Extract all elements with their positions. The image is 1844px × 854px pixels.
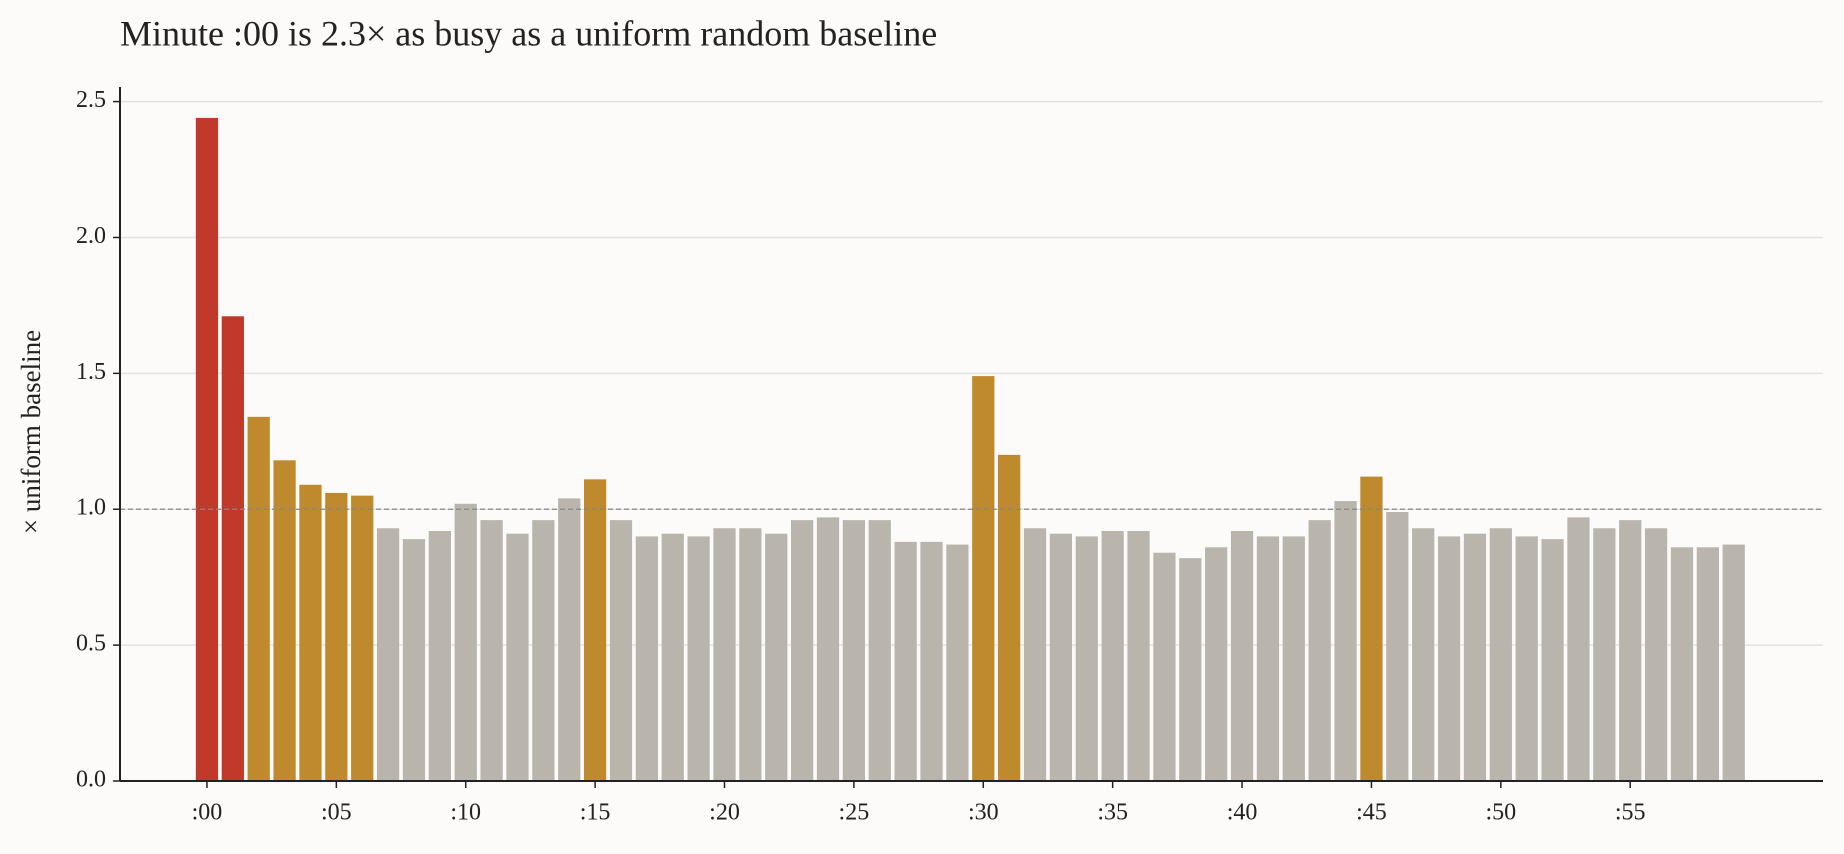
bar — [1593, 528, 1616, 781]
bar — [920, 541, 943, 781]
x-tick-label: :20 — [709, 800, 740, 826]
bar — [454, 503, 477, 781]
bar — [221, 316, 244, 781]
bar — [1153, 552, 1176, 781]
y-tick-label: 1.5 — [76, 359, 106, 385]
bar — [609, 520, 633, 781]
y-tick-label: 0.0 — [76, 767, 106, 793]
x-tick-label: :05 — [321, 800, 352, 826]
bar — [842, 520, 866, 781]
x-tick-label: :50 — [1485, 800, 1516, 826]
bar — [868, 520, 891, 781]
bar — [765, 533, 788, 781]
bar — [635, 536, 658, 781]
bar — [1619, 520, 1642, 781]
y-axis-label: × uniform baseline — [16, 330, 46, 534]
x-tick-label: :25 — [839, 800, 870, 826]
bar — [1308, 520, 1331, 781]
bar — [1230, 530, 1254, 781]
y-tick-label: 2.0 — [76, 223, 106, 249]
bar — [247, 416, 270, 781]
y-tick-label: 0.5 — [76, 631, 106, 657]
bar — [1205, 547, 1228, 781]
bar — [195, 117, 219, 782]
bar — [558, 498, 581, 781]
bar — [1670, 547, 1694, 781]
bar — [972, 376, 995, 781]
bar — [1437, 536, 1461, 781]
bar — [713, 528, 736, 781]
bar — [1127, 530, 1150, 781]
bar — [1360, 476, 1383, 781]
x-tick-label: :15 — [580, 800, 611, 826]
bar — [816, 517, 840, 781]
bar — [661, 533, 684, 781]
x-tick-label: :45 — [1356, 800, 1387, 826]
x-tick-label: :30 — [968, 800, 999, 826]
bar — [1489, 528, 1512, 781]
bar — [376, 528, 400, 781]
bar — [1049, 533, 1073, 781]
bar — [299, 484, 322, 781]
bar — [1023, 528, 1047, 781]
bar — [583, 479, 607, 781]
bar — [687, 536, 710, 781]
bar — [532, 520, 555, 781]
chart-title: Minute :00 is 2.3× as busy as a uniform … — [120, 13, 937, 53]
bar — [739, 528, 762, 781]
bar — [402, 539, 426, 781]
bar — [1515, 536, 1538, 781]
bar — [791, 520, 814, 781]
bar — [480, 520, 503, 781]
bar — [1412, 528, 1435, 781]
bar — [1541, 539, 1564, 781]
bar — [1334, 501, 1357, 781]
bar — [1644, 528, 1668, 781]
x-tick-label: :00 — [192, 800, 223, 826]
y-tick-label: 1.0 — [76, 495, 106, 521]
bar — [1256, 536, 1280, 781]
x-tick-label: :35 — [1097, 800, 1128, 826]
bar — [1567, 517, 1590, 781]
bar — [1463, 533, 1487, 781]
bar — [1696, 547, 1719, 781]
bar — [946, 544, 969, 781]
bar — [998, 454, 1021, 781]
bar — [1075, 536, 1098, 781]
x-tick-label: :40 — [1227, 800, 1258, 826]
bar — [1179, 558, 1202, 781]
y-tick-label: 2.5 — [76, 87, 106, 113]
bar — [428, 530, 451, 781]
bar — [506, 533, 529, 781]
bar — [273, 460, 296, 781]
bar — [351, 495, 374, 781]
bar — [1722, 544, 1745, 781]
x-tick-label: :55 — [1615, 800, 1646, 826]
bar — [1386, 511, 1409, 781]
x-tick-label: :10 — [450, 800, 481, 826]
bar — [894, 541, 917, 781]
bar — [1101, 530, 1124, 781]
bar — [1282, 536, 1305, 781]
bar — [325, 492, 348, 781]
